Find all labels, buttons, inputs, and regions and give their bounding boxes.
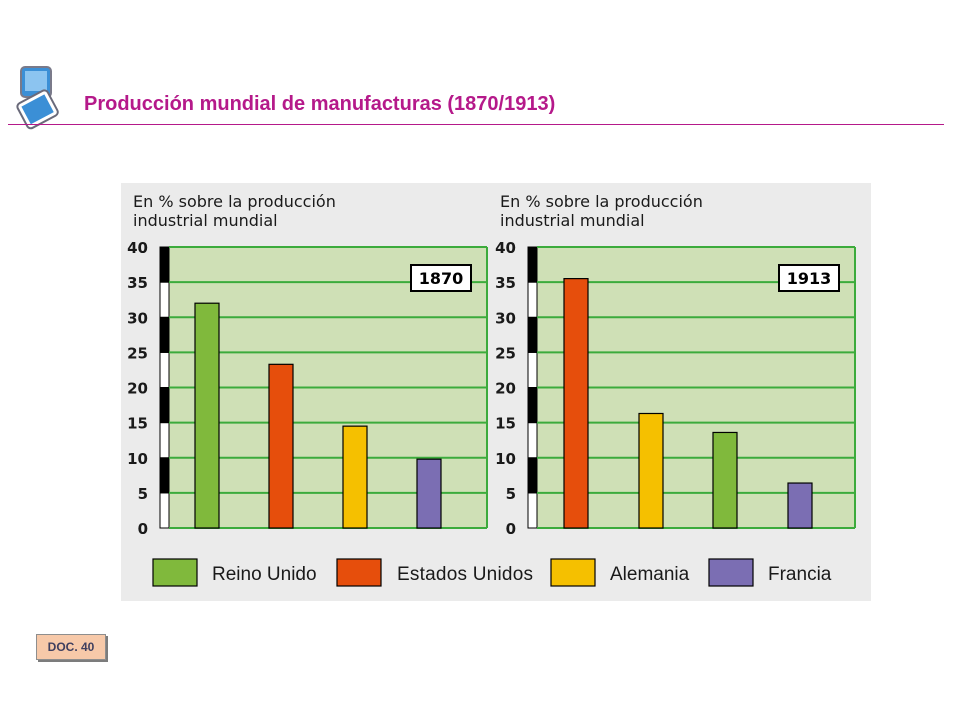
- axis-strip-segment: [527, 316, 538, 353]
- axis-strip-segment: [159, 316, 170, 353]
- page-title: Producción mundial de manufacturas (1870…: [84, 93, 556, 115]
- axis-strip-segment: [527, 246, 538, 283]
- legend-swatch-reino-unido: [152, 558, 198, 587]
- y-tick-label: 20: [495, 380, 516, 398]
- chart-panel-1913: En % sobre la producción industrial mundi…: [495, 192, 856, 538]
- y-tick-label: 0: [506, 520, 516, 538]
- axis-strip-segment: [527, 281, 538, 318]
- axis-strip-segment: [527, 351, 538, 388]
- bar-francia: [787, 482, 813, 529]
- legend-label-alemania: Alemania: [610, 564, 690, 585]
- y-tick-label: 10: [495, 450, 516, 468]
- chart-legend: Reino Unido Estados Unidos Alemania Francia: [152, 558, 832, 587]
- axis-strip-segment: [527, 492, 538, 529]
- bar-estados-unidos: [268, 363, 294, 529]
- axis-strip-segment: [527, 457, 538, 494]
- axis-strip-segment: [159, 422, 170, 459]
- doc-badge: DOC. 40: [36, 634, 106, 660]
- axis-strip-segment: [159, 281, 170, 318]
- y-tick-label: 20: [127, 380, 148, 398]
- bar-reino-unido: [712, 431, 738, 529]
- legend-label-reino-unido: Reino Unido: [212, 564, 317, 585]
- chart-title: 1913: [787, 269, 832, 288]
- axis-strip-segment: [159, 351, 170, 388]
- axis-strip-segment: [159, 246, 170, 283]
- bar-alemania: [638, 412, 664, 529]
- y-axis-label: En % sobre la producción industrial mundi…: [133, 192, 336, 230]
- year-label-box: [410, 264, 472, 292]
- legend-label-francia: Francia: [768, 564, 832, 585]
- year-label-box: [778, 264, 840, 292]
- y-tick-label: 40: [495, 239, 516, 257]
- chart-title: 1870: [419, 269, 464, 288]
- y-tick-label: 15: [127, 415, 148, 433]
- y-tick-label: 35: [127, 274, 148, 292]
- chart-panel-1870: En % sobre la producción industrial mundi…: [127, 192, 488, 538]
- legend-swatch-estados-unidos: [336, 558, 382, 587]
- y-tick-label: 25: [127, 344, 148, 362]
- title-divider: [8, 124, 944, 125]
- bar-estados-unidos: [563, 278, 589, 529]
- axis-strip-segment: [527, 422, 538, 459]
- y-tick-label: 35: [495, 274, 516, 292]
- bar-alemania: [342, 425, 368, 529]
- y-tick-label: 40: [127, 239, 148, 257]
- y-tick-label: 30: [127, 309, 148, 327]
- slide-decor-icon: [16, 66, 59, 130]
- legend-label-estados-unidos: Estados Unidos: [397, 564, 533, 585]
- axis-strip-segment: [159, 492, 170, 529]
- legend-swatch-alemania: [550, 558, 596, 587]
- chart-figure: En % sobre la producción industrial mundi…: [121, 183, 871, 601]
- axis-strip-segment: [159, 387, 170, 424]
- axis-strip-segment: [527, 387, 538, 424]
- y-tick-label: 15: [495, 415, 516, 433]
- y-tick-label: 5: [506, 485, 516, 503]
- y-tick-label: 5: [138, 485, 148, 503]
- axis-strip-segment: [159, 457, 170, 494]
- y-tick-label: 25: [495, 344, 516, 362]
- legend-swatch-francia: [708, 558, 754, 587]
- y-tick-label: 10: [127, 450, 148, 468]
- bar-francia: [416, 458, 442, 529]
- y-axis-label: En % sobre la producción industrial mundi…: [500, 192, 703, 230]
- y-tick-label: 30: [495, 309, 516, 327]
- y-tick-label: 0: [138, 520, 148, 538]
- bar-reino-unido: [194, 302, 220, 529]
